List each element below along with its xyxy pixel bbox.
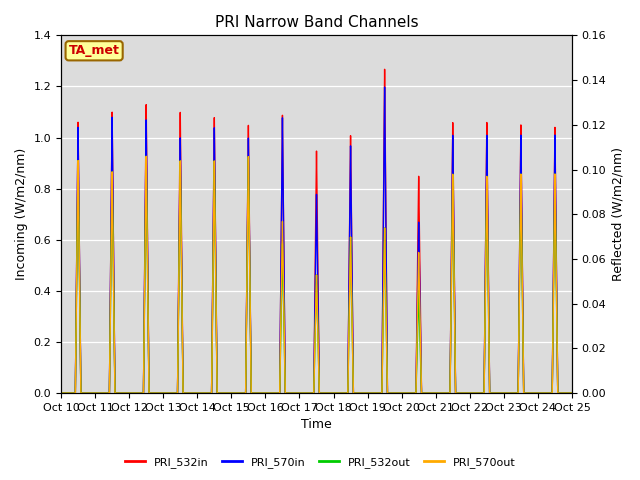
PRI_570out — [142, 154, 150, 159]
Y-axis label: Incoming (W/m2/nm): Incoming (W/m2/nm) — [15, 148, 28, 280]
PRI_570out — [328, 390, 335, 396]
PRI_532in — [74, 195, 81, 201]
PRI_570out — [180, 390, 188, 396]
Line: PRI_532out: PRI_532out — [61, 156, 572, 393]
PRI_532in — [568, 390, 576, 396]
PRI_532in — [500, 390, 508, 396]
PRI_570in — [568, 390, 576, 396]
PRI_570out — [74, 223, 81, 229]
Legend: PRI_532in, PRI_570in, PRI_532out, PRI_570out: PRI_532in, PRI_570in, PRI_532out, PRI_57… — [120, 452, 520, 472]
PRI_570in — [57, 390, 65, 396]
PRI_570out — [57, 390, 65, 396]
PRI_532out — [500, 390, 508, 396]
Title: PRI Narrow Band Channels: PRI Narrow Band Channels — [214, 15, 419, 30]
PRI_532in — [57, 390, 65, 396]
PRI_532in — [113, 390, 120, 396]
Line: PRI_570in: PRI_570in — [61, 87, 572, 393]
PRI_532out — [57, 390, 65, 396]
Y-axis label: Reflected (W/m2/nm): Reflected (W/m2/nm) — [612, 147, 625, 281]
PRI_532out — [74, 223, 81, 229]
PRI_570out — [113, 390, 120, 396]
PRI_570in — [500, 390, 508, 396]
Text: TA_met: TA_met — [68, 44, 120, 57]
PRI_532out — [142, 154, 150, 159]
X-axis label: Time: Time — [301, 419, 332, 432]
PRI_532out — [328, 390, 335, 396]
PRI_532in — [169, 390, 177, 396]
PRI_570in — [74, 199, 81, 205]
PRI_570out — [169, 390, 177, 396]
PRI_532in — [381, 66, 388, 72]
PRI_570out — [500, 390, 508, 396]
PRI_570in — [113, 390, 120, 396]
PRI_532out — [169, 390, 177, 396]
PRI_570in — [169, 390, 177, 396]
PRI_532out — [113, 390, 120, 396]
PRI_532in — [328, 390, 335, 396]
PRI_570in — [180, 390, 188, 396]
Line: PRI_532in: PRI_532in — [61, 69, 572, 393]
PRI_570in — [381, 84, 388, 90]
PRI_570out — [568, 390, 576, 396]
PRI_532out — [180, 390, 188, 396]
PRI_532out — [568, 390, 576, 396]
Line: PRI_570out: PRI_570out — [61, 156, 572, 393]
PRI_570in — [328, 390, 335, 396]
PRI_532in — [180, 390, 188, 396]
